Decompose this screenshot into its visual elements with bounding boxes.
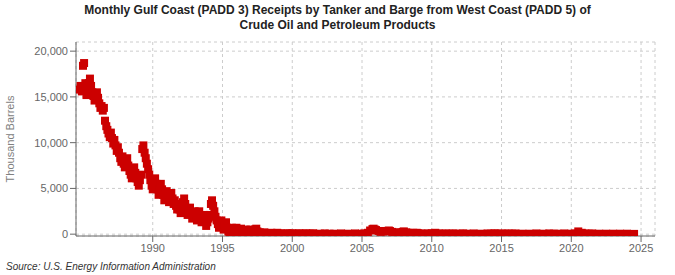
svg-text:5,000: 5,000 [40, 182, 68, 194]
html-text:Crude Oil and Petroleum Produc: Crude Oil and Petroleum Products [239, 18, 436, 32]
svg-text:Thousand Barrels: Thousand Barrels [8, 95, 16, 182]
svg-text:2020: 2020 [559, 242, 583, 254]
svg-text:2025: 2025 [629, 242, 653, 254]
svg-text:1995: 1995 [210, 242, 234, 254]
html-text:Source: U.S. Energy Informatio: Source: U.S. Energy Information Administ… [6, 261, 216, 272]
svg-text:2015: 2015 [489, 242, 513, 254]
svg-text:0: 0 [62, 228, 68, 240]
svg-text:20,000: 20,000 [34, 45, 68, 57]
svg-text:1990: 1990 [140, 242, 164, 254]
svg-text:2005: 2005 [350, 242, 374, 254]
svg-text:2010: 2010 [420, 242, 444, 254]
svg-text:10,000: 10,000 [34, 137, 68, 149]
svg-text:15,000: 15,000 [34, 91, 68, 103]
html-text:Monthly Gulf Coast (PADD 3) Re: Monthly Gulf Coast (PADD 3) Receipts by … [84, 3, 591, 17]
svg-text:2000: 2000 [280, 242, 304, 254]
